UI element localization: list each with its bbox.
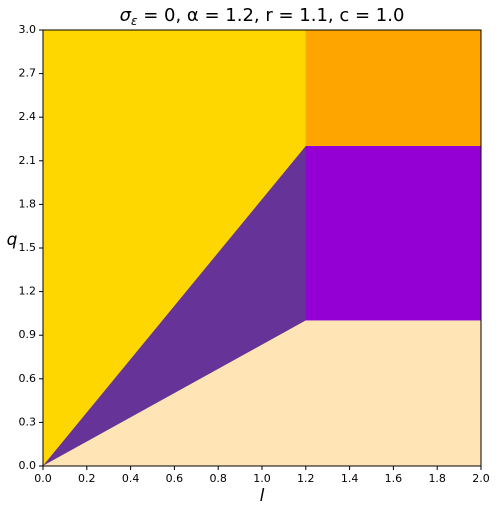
title-rest: = 0, α = 1.2, r = 1.1, c = 1.0 [137,5,404,26]
y-tick-label: 0.9 [19,328,37,341]
x-tick-label: 1.6 [385,472,403,485]
x-tick-label: 0.4 [122,472,140,485]
region [305,146,482,321]
y-tick-label: 3.0 [19,23,37,36]
x-tick-label: 1.2 [297,472,315,485]
y-tick-label: 2.4 [19,110,37,123]
x-tick-label: 0.8 [209,472,227,485]
region [305,29,482,147]
x-tick-label: 1.8 [428,472,446,485]
y-tick-label: 1.8 [19,197,37,210]
x-tick-label: 0.2 [78,472,96,485]
x-tick-label: 2.0 [472,472,490,485]
x-tick-label: 1.0 [253,472,271,485]
title-subscript: ε [131,14,138,28]
chart-title: σε = 0, α = 1.2, r = 1.1, c = 1.0 [120,5,405,28]
x-tick-label: 1.4 [341,472,359,485]
y-tick-label: 2.7 [19,67,37,80]
y-tick-label: 0.3 [19,415,37,428]
x-axis-label: l [260,486,265,506]
y-tick-label: 0.6 [19,372,37,385]
y-tick-label: 1.5 [19,241,37,254]
y-axis-label: q [7,230,18,250]
x-tick-label: 0.0 [34,472,52,485]
x-tick-label: 0.6 [166,472,184,485]
y-tick-label: 2.1 [19,154,37,167]
title-symbol: σ [120,5,132,26]
y-tick-label: 1.2 [19,285,37,298]
y-tick-label: 0.0 [19,459,37,472]
